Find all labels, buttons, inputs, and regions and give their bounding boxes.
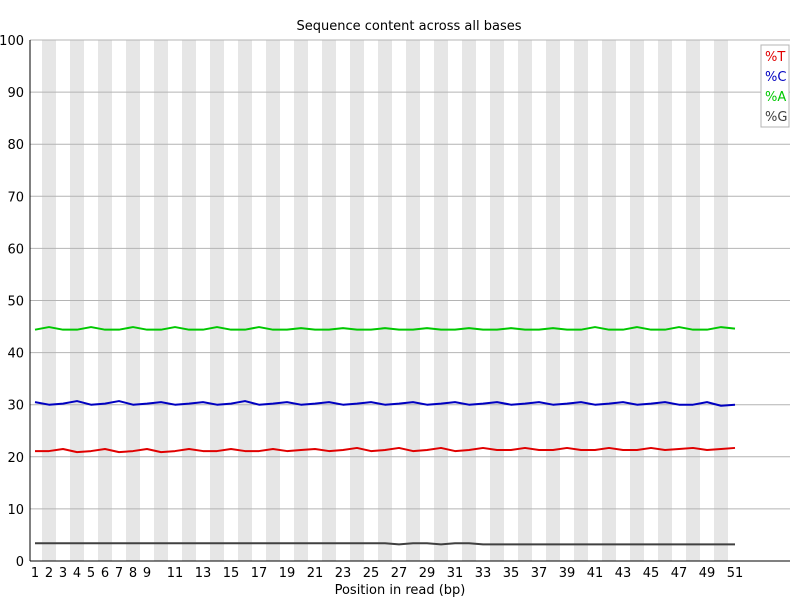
x-tick-label: 11 bbox=[167, 566, 184, 581]
legend-entry: %C bbox=[765, 70, 786, 85]
x-tick-label: 2 bbox=[45, 566, 53, 581]
y-tick-label: 80 bbox=[7, 138, 24, 153]
y-tick-label: 100 bbox=[0, 34, 24, 49]
x-tick-label: 19 bbox=[279, 566, 296, 581]
y-axis-ticks: 0 10 20 30 40 50 60 70 80 90 100 bbox=[0, 34, 24, 570]
x-axis-ticks: 1 2 3 4 5 6 7 8 9 11 13 15 17 19 21 23 25 27 29 31 33 35 37 39 4… bbox=[31, 566, 743, 581]
legend-entry: %A bbox=[765, 90, 786, 105]
legend-box bbox=[760, 44, 790, 128]
series-line-pct-t bbox=[35, 446, 736, 454]
x-tick-label: 41 bbox=[587, 566, 604, 581]
x-tick-label: 6 bbox=[101, 566, 109, 581]
y-tick-label: 40 bbox=[7, 347, 24, 362]
y-tick-label: 0 bbox=[16, 555, 24, 570]
x-tick-label: 25 bbox=[363, 566, 380, 581]
series-line-pct-g bbox=[35, 542, 735, 546]
x-tick-label: 3 bbox=[59, 566, 67, 581]
legend-entry: %G bbox=[765, 110, 787, 125]
x-tick-label: 13 bbox=[195, 566, 212, 581]
x-tick-label: 15 bbox=[223, 566, 240, 581]
x-tick-label: 21 bbox=[307, 566, 324, 581]
series-line-pct-c bbox=[34, 400, 736, 407]
x-tick-label: 9 bbox=[143, 566, 151, 581]
y-tick-label: 10 bbox=[7, 503, 24, 518]
x-tick-label: 43 bbox=[615, 566, 632, 581]
x-tick-label: 47 bbox=[671, 566, 688, 581]
x-tick-label: 1 bbox=[31, 566, 39, 581]
y-tick-label: 50 bbox=[7, 295, 24, 310]
legend: %T %C %A %G bbox=[760, 44, 790, 128]
legend-entry: %T bbox=[765, 50, 785, 65]
x-tick-label: 31 bbox=[447, 566, 464, 581]
x-tick-label: 33 bbox=[475, 566, 492, 581]
y-tick-label: 20 bbox=[7, 451, 24, 466]
x-axis-label: Position in read (bp) bbox=[335, 583, 466, 598]
x-tick-label: 8 bbox=[129, 566, 137, 581]
x-tick-label: 51 bbox=[727, 566, 744, 581]
x-tick-label: 17 bbox=[251, 566, 268, 581]
x-tick-label: 29 bbox=[419, 566, 436, 581]
y-tick-label: 90 bbox=[7, 86, 24, 101]
x-tick-label: 37 bbox=[531, 566, 548, 581]
x-tick-label: 39 bbox=[559, 566, 576, 581]
x-tick-label: 49 bbox=[699, 566, 716, 581]
x-tick-label: 4 bbox=[73, 566, 81, 581]
x-tick-label: 35 bbox=[503, 566, 520, 581]
x-tick-label: 45 bbox=[643, 566, 660, 581]
chart-title: Sequence content across all bases bbox=[296, 19, 521, 34]
series-lines bbox=[34, 326, 736, 546]
series-line-pct-a bbox=[34, 326, 736, 331]
x-tick-label: 23 bbox=[335, 566, 352, 581]
x-tick-label: 7 bbox=[115, 566, 123, 581]
horizontal-gridlines bbox=[30, 39, 790, 510]
y-tick-label: 60 bbox=[7, 242, 24, 257]
y-tick-label: 30 bbox=[7, 399, 24, 414]
x-tick-label: 27 bbox=[391, 566, 408, 581]
y-tick-label: 70 bbox=[7, 190, 24, 205]
x-tick-label: 5 bbox=[87, 566, 95, 581]
